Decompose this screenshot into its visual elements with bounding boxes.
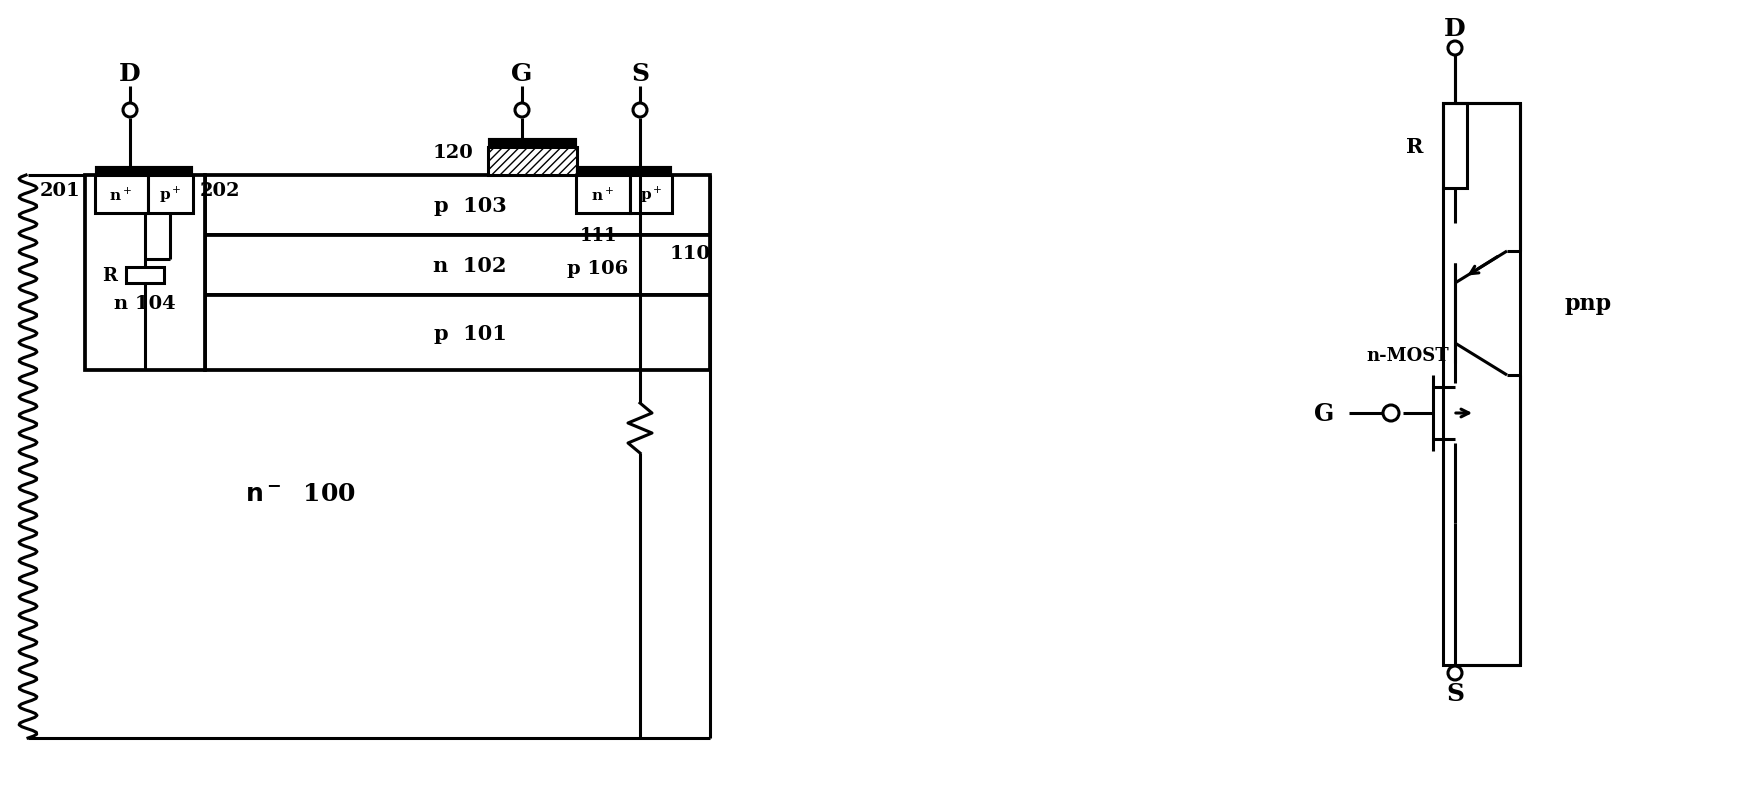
Bar: [488, 148, 577, 176]
Text: G: G: [511, 62, 533, 86]
Text: n 104: n 104: [115, 295, 176, 312]
Text: p 106: p 106: [568, 259, 629, 278]
Bar: [575, 167, 629, 176]
Circle shape: [1448, 42, 1462, 56]
Circle shape: [1382, 406, 1400, 422]
Text: pnp: pnp: [1565, 292, 1612, 315]
Text: S: S: [1447, 681, 1464, 705]
Text: 110: 110: [669, 245, 711, 263]
Bar: [96, 167, 148, 176]
Text: n$^+$: n$^+$: [591, 186, 615, 203]
Text: 120: 120: [432, 144, 472, 161]
Circle shape: [1448, 666, 1462, 680]
Text: p$^+$: p$^+$: [640, 185, 662, 205]
Circle shape: [124, 104, 138, 118]
Bar: [575, 176, 629, 214]
Text: n  102: n 102: [434, 255, 507, 275]
Bar: [148, 167, 193, 176]
Circle shape: [514, 104, 528, 118]
Text: 202: 202: [200, 181, 241, 200]
Text: p  101: p 101: [434, 324, 507, 344]
Text: p  103: p 103: [434, 196, 507, 216]
Text: D: D: [119, 62, 141, 86]
Bar: [125, 267, 164, 283]
Bar: [1443, 104, 1520, 665]
Text: n-MOST: n-MOST: [1367, 347, 1450, 365]
Bar: [206, 296, 709, 370]
Bar: [96, 176, 148, 214]
Text: n$^+$: n$^+$: [110, 186, 132, 203]
Circle shape: [633, 104, 647, 118]
Text: R: R: [1405, 137, 1422, 157]
Text: $\mathbf{n^-}$  100: $\mathbf{n^-}$ 100: [244, 482, 356, 505]
Bar: [148, 176, 193, 214]
Bar: [85, 176, 206, 370]
Text: S: S: [631, 62, 648, 86]
Bar: [629, 167, 673, 176]
Text: 201: 201: [40, 181, 80, 200]
Bar: [206, 176, 709, 236]
Text: G: G: [1314, 402, 1333, 426]
Text: D: D: [1445, 17, 1466, 41]
Text: 111: 111: [579, 226, 617, 245]
Bar: [629, 176, 673, 214]
Bar: [206, 236, 709, 296]
Text: R: R: [103, 267, 117, 284]
Bar: [1443, 104, 1468, 189]
Text: p$^+$: p$^+$: [159, 185, 181, 205]
Bar: [488, 139, 577, 148]
